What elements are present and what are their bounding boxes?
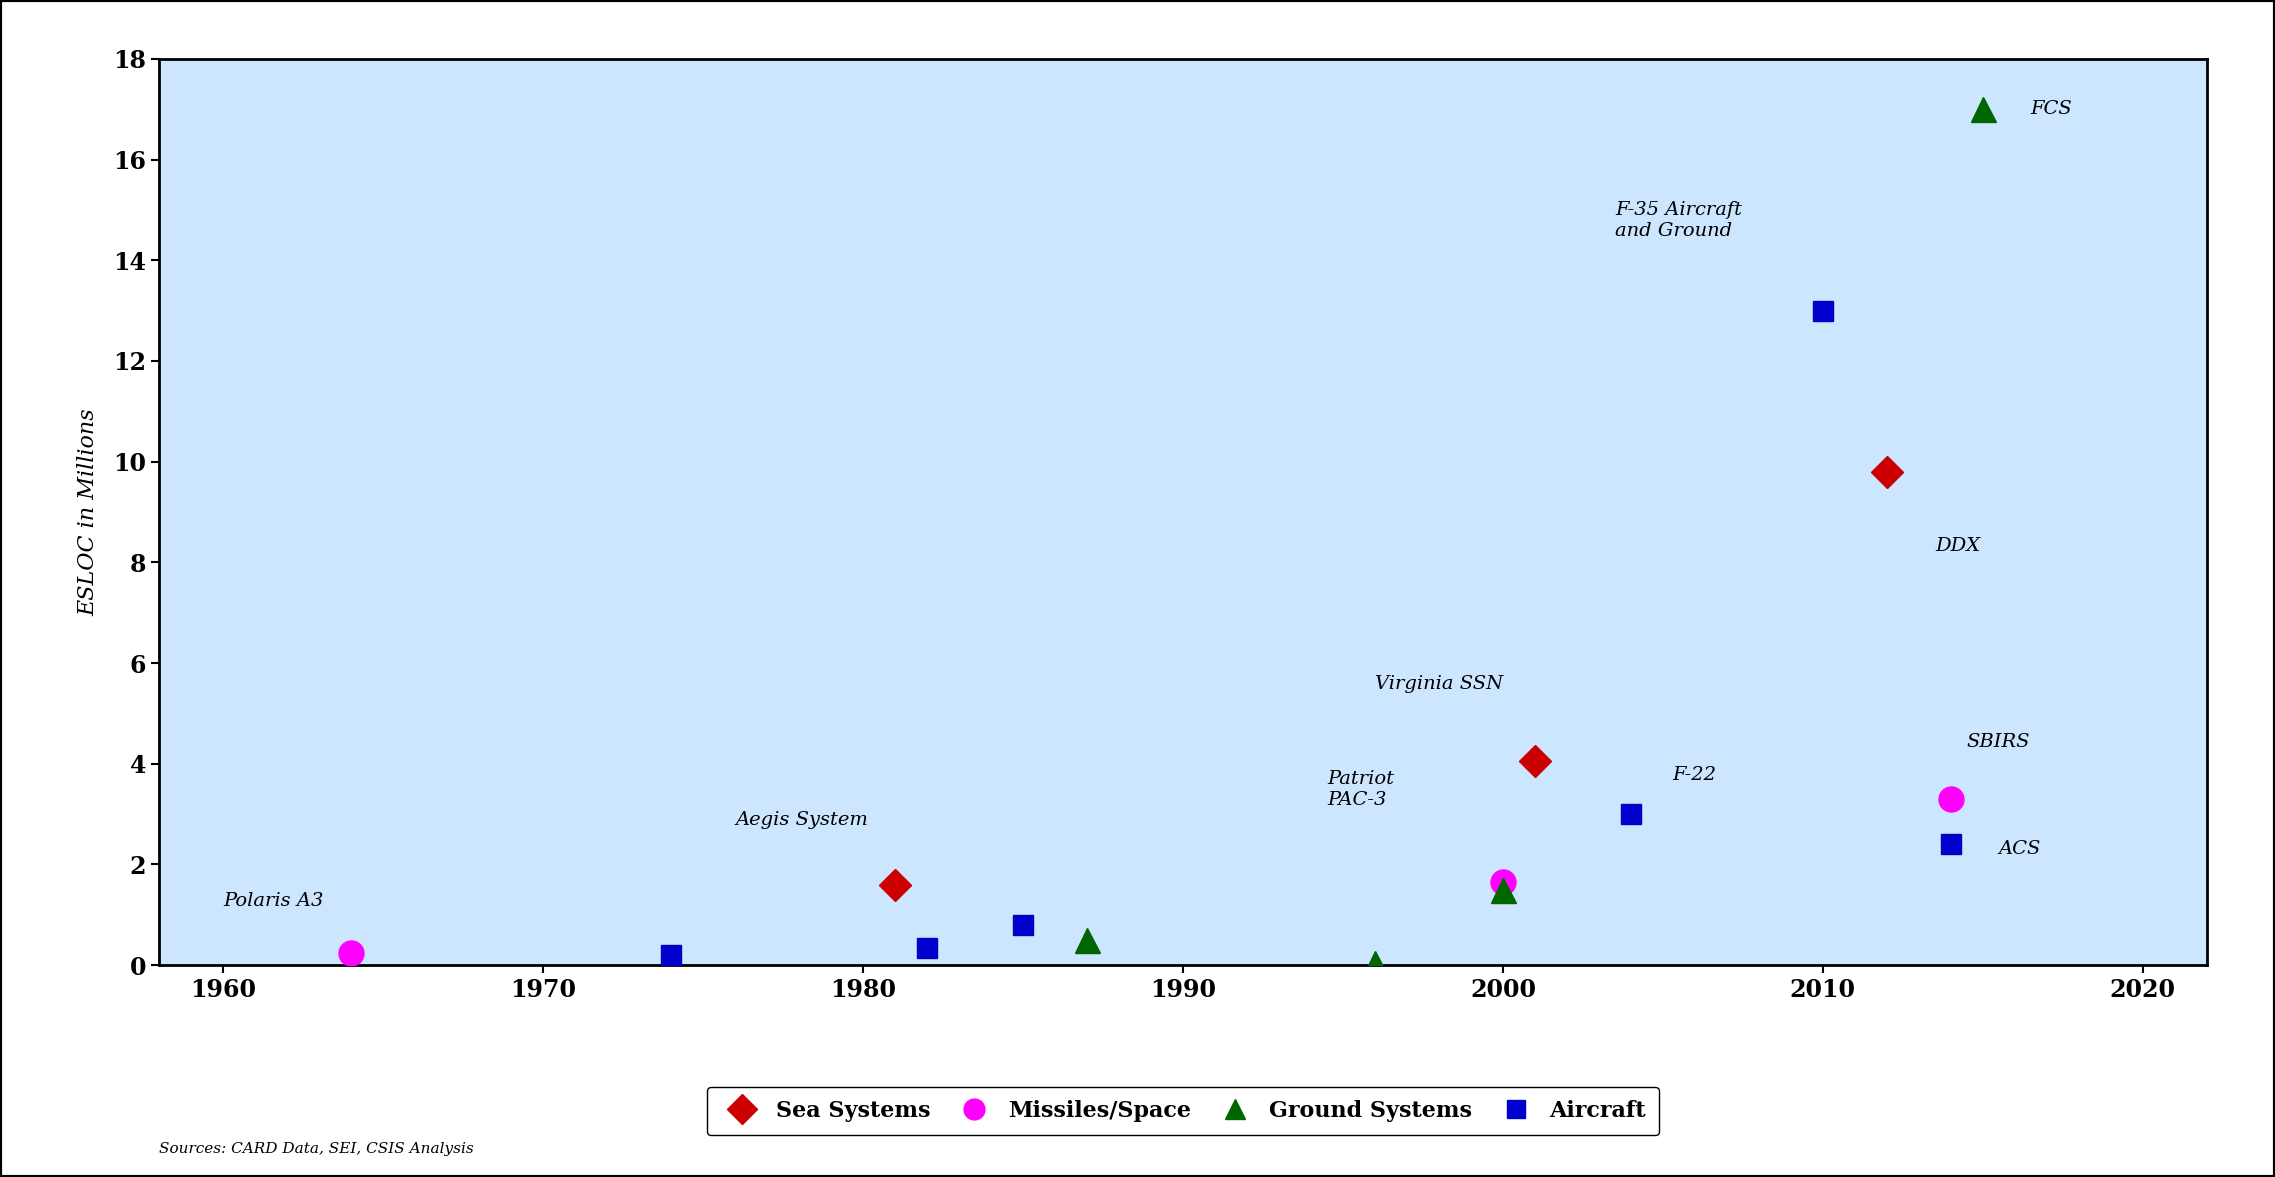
Legend: Sea Systems, Missiles/Space, Ground Systems, Aircraft: Sea Systems, Missiles/Space, Ground Syst…: [708, 1086, 1658, 1136]
Y-axis label: ESLOC in Millions: ESLOC in Millions: [77, 408, 100, 616]
Text: Sources: CARD Data, SEI, CSIS Analysis: Sources: CARD Data, SEI, CSIS Analysis: [159, 1143, 473, 1157]
Text: Aegis System: Aegis System: [735, 811, 869, 830]
Text: FCS: FCS: [2032, 100, 2073, 118]
Text: Polaris A3: Polaris A3: [223, 892, 323, 910]
Text: DDX: DDX: [1934, 537, 1979, 556]
Text: Patriot
PAC-3: Patriot PAC-3: [1326, 770, 1395, 809]
Text: Virginia SSN: Virginia SSN: [1374, 676, 1504, 693]
Text: SBIRS: SBIRS: [1968, 733, 2029, 751]
Text: F-35 Aircraft
and Ground: F-35 Aircraft and Ground: [1615, 201, 1743, 240]
Text: ACS: ACS: [2000, 840, 2041, 858]
Text: F-22: F-22: [1672, 766, 1715, 784]
